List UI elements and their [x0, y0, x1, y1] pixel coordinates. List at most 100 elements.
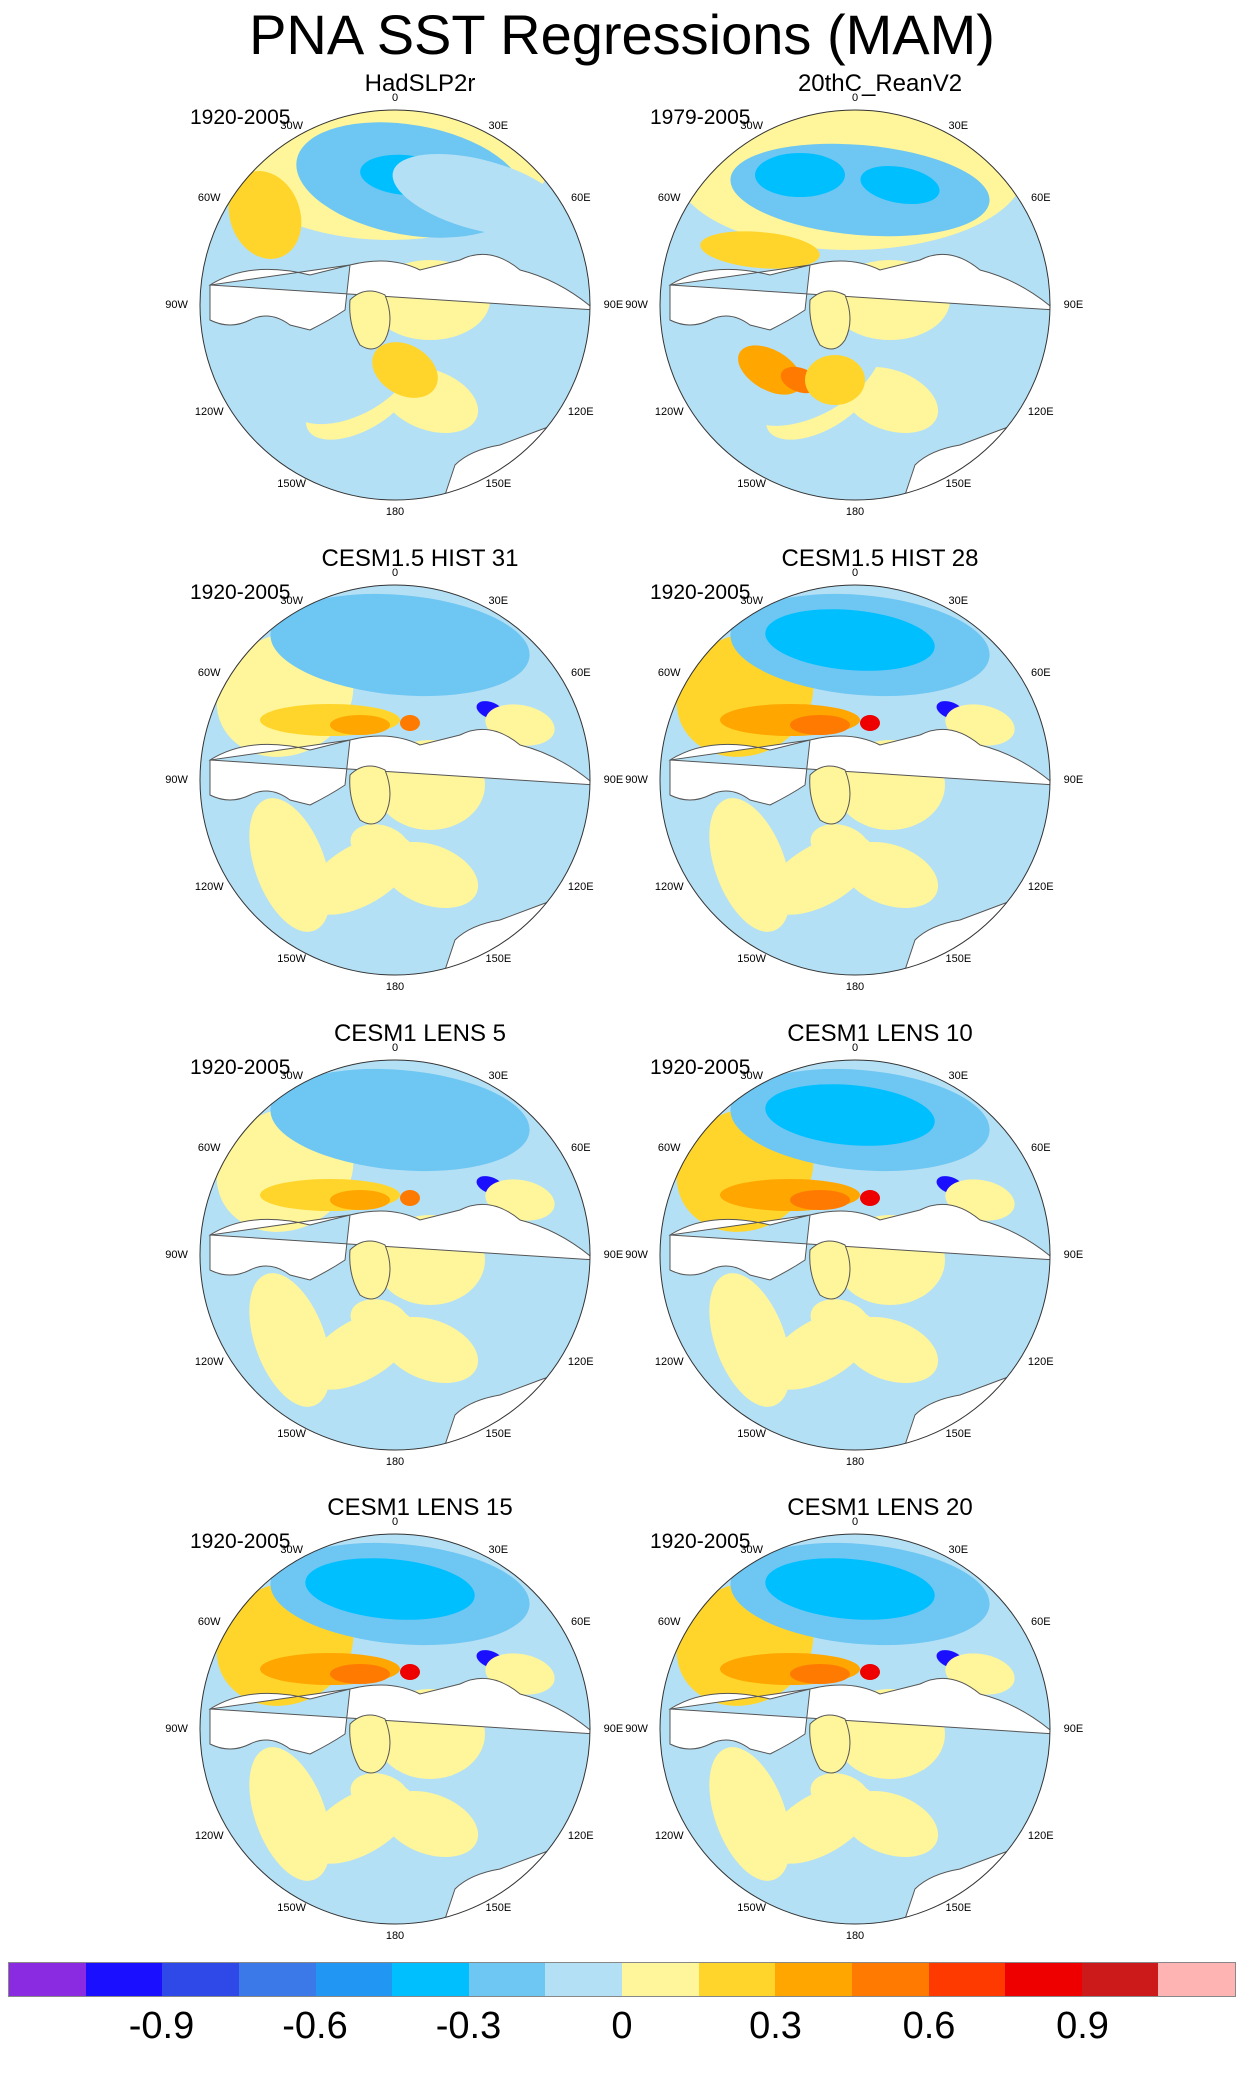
longitude-label: 90E: [603, 299, 624, 311]
longitude-label: 60E: [1030, 191, 1051, 204]
land-mask: [208, 1677, 590, 1924]
polar-map: [199, 1059, 591, 1451]
longitude-label: 30W: [280, 594, 303, 607]
sst-anomaly-region: [381, 1791, 479, 1857]
sst-anomaly-region: [790, 1190, 850, 1210]
panel-title: CESM1 LENS 20: [787, 1494, 973, 1521]
sst-anomaly-region: [755, 153, 845, 197]
panel-title: 20thC_ReanV2: [797, 70, 963, 97]
longitude-label: 150E: [945, 478, 972, 490]
longitude-label: 90W: [625, 299, 648, 311]
panel-title: HadSLP2r: [364, 70, 476, 97]
longitude-label: 60E: [570, 1141, 591, 1154]
panel-period: 1920-2005: [190, 581, 291, 604]
polar-map: [199, 584, 591, 976]
greenland-region: [349, 1714, 391, 1774]
longitude-label: 30W: [740, 119, 763, 132]
land-mask: [208, 728, 590, 975]
longitude-label: 90E: [1063, 299, 1084, 311]
longitude-label: 30E: [488, 1069, 509, 1082]
map-panel-lens5: CESM1 LENS 5 1920-2005 180 150E 120E 90E 60E 30…: [165, 1020, 650, 1480]
colorbar-segment: [851, 1963, 929, 1996]
longitude-label: 30E: [948, 119, 969, 132]
longitude-label: 0: [391, 92, 399, 105]
longitude-label: 150W: [737, 1902, 767, 1914]
longitude-label: 0: [851, 1516, 859, 1529]
longitude-label: 90E: [1063, 1723, 1084, 1735]
sst-anomaly-region: [305, 1084, 475, 1146]
longitude-label: 30E: [948, 1543, 969, 1556]
longitude-label: 180: [385, 1929, 405, 1942]
sst-anomaly-region: [790, 715, 850, 735]
polar-map: [659, 1059, 1051, 1451]
longitude-label: 0: [391, 1042, 399, 1055]
colorbar-segment: [1081, 1963, 1159, 1996]
map-border: [659, 1059, 1051, 1451]
map-panel-lens20: CESM1 LENS 20 1920-2005 180 150E 120E 90E 60E 3…: [625, 1494, 1110, 1954]
land-mask: [208, 1203, 590, 1450]
longitude-label: 60W: [657, 666, 681, 679]
longitude-label: 150W: [277, 478, 307, 490]
longitude-label: 60E: [570, 1615, 591, 1628]
longitude-label: 150E: [485, 478, 512, 490]
map-border: [199, 584, 591, 976]
panel-period: 1920-2005: [650, 1530, 751, 1553]
sst-anomaly-region: [249, 798, 331, 932]
map-panel-20thc: 20thC_ReanV2 1979-2005 180 150E 120E 90E 60E 30…: [625, 70, 1110, 530]
panel-title: CESM1.5 HIST 31: [321, 545, 519, 572]
longitude-label: 150W: [277, 1902, 307, 1914]
sst-anomaly-region: [381, 1317, 479, 1383]
colorbar-segment: [622, 1963, 699, 1996]
sst-anomaly-region: [765, 1084, 935, 1146]
longitude-label: 0: [851, 567, 859, 580]
colorbar-segment: [468, 1963, 546, 1996]
map-border: [659, 1533, 1051, 1925]
longitude-label: 180: [385, 1455, 405, 1468]
panel-period: 1920-2005: [190, 1056, 291, 1079]
longitude-label: 120E: [1027, 406, 1054, 419]
longitude-label: 180: [845, 505, 865, 518]
map-border: [659, 584, 1051, 976]
sst-anomaly-region: [372, 342, 438, 398]
sst-anomaly-region: [350, 1773, 410, 1815]
sst-anomaly-region: [350, 1299, 410, 1341]
longitude-label: 30W: [740, 594, 763, 607]
panel-period: 1920-2005: [190, 106, 291, 129]
sst-anomaly-region: [330, 1190, 390, 1210]
longitude-label: 150W: [737, 1428, 767, 1440]
longitude-label: 120W: [654, 1830, 684, 1843]
longitude-label: 150E: [945, 953, 972, 965]
panel-period: 1920-2005: [650, 1056, 751, 1079]
sst-anomaly-region: [841, 1317, 939, 1383]
land-mask: [668, 728, 1050, 975]
longitude-label: 90W: [165, 299, 188, 311]
longitude-label: 180: [385, 505, 405, 518]
map-panel-hadslp2r: HadSLP2r 1920-2005 180 150E 120E 90E 60E 30E 0 30…: [165, 70, 650, 530]
longitude-label: 150W: [737, 953, 767, 965]
colorbar-tick-label: -0.3: [435, 2005, 502, 2047]
sst-anomaly-region: [765, 609, 935, 671]
polar-map: [199, 109, 591, 501]
sst-anomaly-region: [700, 231, 820, 269]
greenland-region: [349, 1240, 391, 1300]
figure-title: PNA SST Regressions (MAM): [249, 3, 995, 66]
greenland-region: [809, 1240, 851, 1300]
colorbar-segment: [775, 1963, 852, 1996]
longitude-label: 60W: [197, 666, 221, 679]
longitude-label: 60W: [657, 1615, 681, 1628]
map-panel-lens15: CESM1 LENS 15 1920-2005 180 150E 120E 90E 60E 3…: [165, 1494, 650, 1954]
sst-anomaly-region: [765, 1558, 935, 1620]
longitude-label: 150E: [485, 1428, 512, 1440]
colorbar-segment: [9, 1963, 86, 1996]
colorbar-segment: [545, 1963, 622, 1996]
panel-title: CESM1 LENS 5: [333, 1020, 507, 1047]
greenland-region: [809, 290, 851, 350]
longitude-label: 30W: [280, 1069, 303, 1082]
colorbar-segment: [162, 1963, 239, 1996]
map-border: [199, 1059, 591, 1451]
longitude-label: 120W: [194, 1356, 224, 1369]
longitude-label: 60W: [197, 191, 221, 204]
longitude-label: 30E: [488, 1543, 509, 1556]
colorbar-tick-label: -0.9: [128, 2005, 195, 2047]
polar-map: [659, 1533, 1051, 1925]
